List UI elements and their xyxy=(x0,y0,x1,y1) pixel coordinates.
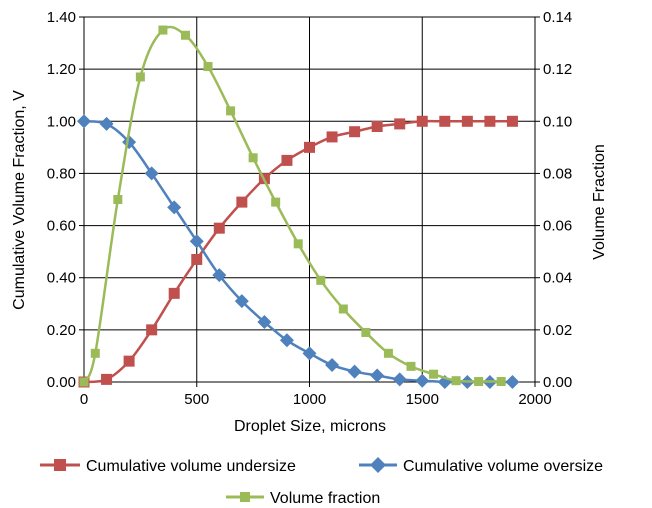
series-oversize xyxy=(77,114,520,389)
legend-marker-undersize xyxy=(54,459,66,471)
data-point-undersize xyxy=(168,287,180,299)
legend: Cumulative volume undersize Cumulative v… xyxy=(40,457,603,507)
data-point-volume-fraction xyxy=(203,62,213,72)
data-point-volume-fraction xyxy=(79,377,89,387)
data-point-volume-fraction xyxy=(180,30,190,40)
data-point-volume-fraction xyxy=(113,195,123,204)
data-point-volume-fraction xyxy=(90,348,100,358)
data-point-undersize xyxy=(349,126,361,138)
right-y-tick-label: 0.04 xyxy=(543,270,572,287)
left-y-tick-label: 0.80 xyxy=(47,165,76,182)
left-y-axis: 0.00 0.20 0.40 0.60 0.80 1.00 1.20 1.40 xyxy=(47,9,84,391)
data-point-undersize xyxy=(416,115,428,127)
right-y-tick-label: 0.08 xyxy=(543,165,572,182)
data-point-undersize xyxy=(191,253,203,265)
data-point-oversize xyxy=(347,364,362,379)
x-tick-label: 1000 xyxy=(293,391,326,408)
data-point-volume-fraction xyxy=(474,376,484,386)
left-y-tick-label: 0.40 xyxy=(47,270,76,287)
series-line-oversize xyxy=(83,120,513,384)
legend-marker-oversize xyxy=(370,457,386,473)
data-point-oversize xyxy=(77,114,91,129)
data-point-undersize xyxy=(123,355,135,367)
data-point-volume-fraction xyxy=(383,348,393,358)
x-axis-title: Droplet Size, microns xyxy=(234,418,386,435)
legend-item-oversize: Cumulative volume oversize xyxy=(359,457,603,475)
series-line-undersize xyxy=(83,119,513,384)
data-point-undersize xyxy=(236,196,248,208)
legend-label-volume-fraction: Volume fraction xyxy=(270,490,380,507)
data-point-oversize xyxy=(212,268,227,283)
data-point-volume-fraction xyxy=(293,239,303,249)
data-point-volume-fraction xyxy=(496,376,506,386)
data-point-undersize xyxy=(506,115,518,127)
legend-item-undersize: Cumulative volume undersize xyxy=(40,458,296,475)
left-y-tick-label: 1.40 xyxy=(47,9,76,26)
right-y-tick-label: 0.14 xyxy=(543,9,572,26)
data-point-volume-fraction xyxy=(429,369,439,379)
data-point-oversize xyxy=(257,315,272,330)
x-tick-label: 0 xyxy=(80,391,88,408)
data-point-oversize xyxy=(415,373,430,388)
data-point-undersize xyxy=(394,118,406,130)
legend-marker-volume-fraction xyxy=(240,492,250,502)
left-y-tick-label: 1.00 xyxy=(47,113,76,130)
data-point-oversize xyxy=(370,368,385,383)
data-point-oversize xyxy=(325,358,340,373)
data-point-undersize xyxy=(371,121,383,132)
data-point-oversize xyxy=(392,372,407,387)
data-point-oversize xyxy=(234,294,249,309)
left-y-tick-label: 1.20 xyxy=(47,61,76,78)
data-point-oversize xyxy=(99,116,114,131)
data-point-oversize xyxy=(122,135,137,150)
data-point-undersize xyxy=(213,222,225,234)
data-point-volume-fraction xyxy=(338,304,348,314)
left-y-axis-title: Cumulative Volume Fraction, V xyxy=(11,90,28,310)
data-point-volume-fraction xyxy=(361,327,371,337)
x-tick-label: 1500 xyxy=(406,391,439,408)
data-point-volume-fraction xyxy=(135,72,145,82)
data-point-oversize xyxy=(302,346,317,361)
right-y-tick-label: 0.00 xyxy=(543,374,572,391)
data-point-undersize xyxy=(281,154,293,166)
data-point-undersize xyxy=(439,115,451,127)
legend-label-undersize: Cumulative volume undersize xyxy=(86,458,296,475)
data-point-undersize xyxy=(461,115,473,127)
right-y-tick-label: 0.10 xyxy=(543,113,572,130)
data-point-oversize xyxy=(167,200,182,215)
right-y-axis-title: Volume Fraction xyxy=(591,144,608,260)
legend-item-volume-fraction: Volume fraction xyxy=(226,490,380,507)
right-y-tick-label: 0.06 xyxy=(543,218,572,235)
data-point-oversize xyxy=(279,333,294,348)
left-y-tick-label: 0.00 xyxy=(47,374,76,391)
data-point-volume-fraction xyxy=(248,153,258,163)
right-y-axis: 0.00 0.02 0.04 0.06 0.08 0.10 0.12 0.14 xyxy=(535,9,572,391)
data-point-oversize xyxy=(144,166,159,181)
data-point-oversize xyxy=(189,234,204,249)
right-y-tick-label: 0.02 xyxy=(543,322,572,339)
series-layer xyxy=(77,25,520,389)
series-undersize xyxy=(78,115,518,388)
left-y-tick-label: 0.20 xyxy=(47,322,76,339)
data-point-volume-fraction xyxy=(158,25,168,35)
data-point-volume-fraction xyxy=(226,106,236,116)
x-tick-label: 2000 xyxy=(518,391,551,408)
legend-label-oversize: Cumulative volume oversize xyxy=(403,458,603,475)
data-point-volume-fraction xyxy=(271,197,281,207)
data-point-oversize xyxy=(505,375,520,389)
data-point-undersize xyxy=(101,373,113,385)
data-point-undersize xyxy=(304,141,315,153)
data-point-volume-fraction xyxy=(316,275,326,285)
data-point-volume-fraction xyxy=(451,376,461,386)
series-volume-fraction xyxy=(79,25,506,387)
x-tick-label: 500 xyxy=(184,391,209,408)
x-axis: 0 500 1000 1500 2000 xyxy=(80,382,552,408)
data-point-volume-fraction xyxy=(406,361,416,371)
right-y-tick-label: 0.12 xyxy=(543,61,572,78)
data-point-undersize xyxy=(326,131,338,143)
data-point-undersize xyxy=(484,115,496,127)
data-point-undersize xyxy=(146,324,158,336)
left-y-tick-label: 0.60 xyxy=(47,218,76,235)
